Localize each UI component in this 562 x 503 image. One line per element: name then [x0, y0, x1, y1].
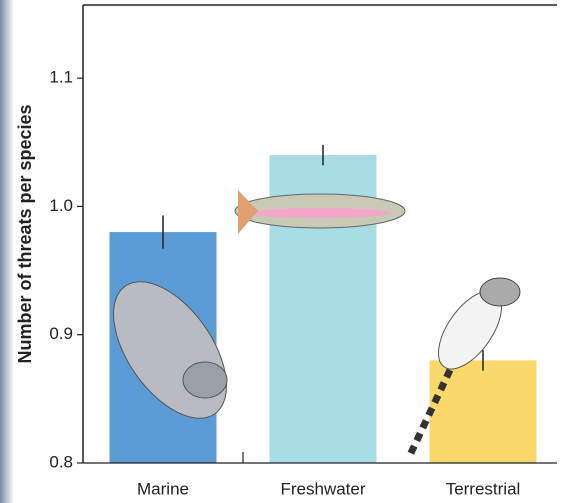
- fish-tail: [238, 190, 258, 234]
- plot-area: Marine Freshwater Terrestrial 0.8 0.9 1.0 1.1: [49, 4, 557, 498]
- illustrations: [113, 190, 521, 457]
- y-tick-label: 0.8: [49, 452, 73, 471]
- bird-tail: [406, 368, 454, 457]
- y-tick-label: 1.1: [49, 68, 73, 87]
- x-tick-label: Terrestrial: [446, 479, 521, 498]
- y-tick-label: 0.9: [49, 324, 73, 343]
- bird-head: [479, 277, 521, 307]
- x-tick-label: Marine: [137, 479, 189, 498]
- fish-stripe: [250, 208, 390, 218]
- seal-head: [182, 361, 228, 399]
- y-tick-label: 1.0: [49, 196, 73, 215]
- y-axis-label: Number of threats per species: [15, 104, 35, 363]
- screen-edge: [0, 0, 14, 503]
- x-tick-label: Freshwater: [280, 479, 365, 498]
